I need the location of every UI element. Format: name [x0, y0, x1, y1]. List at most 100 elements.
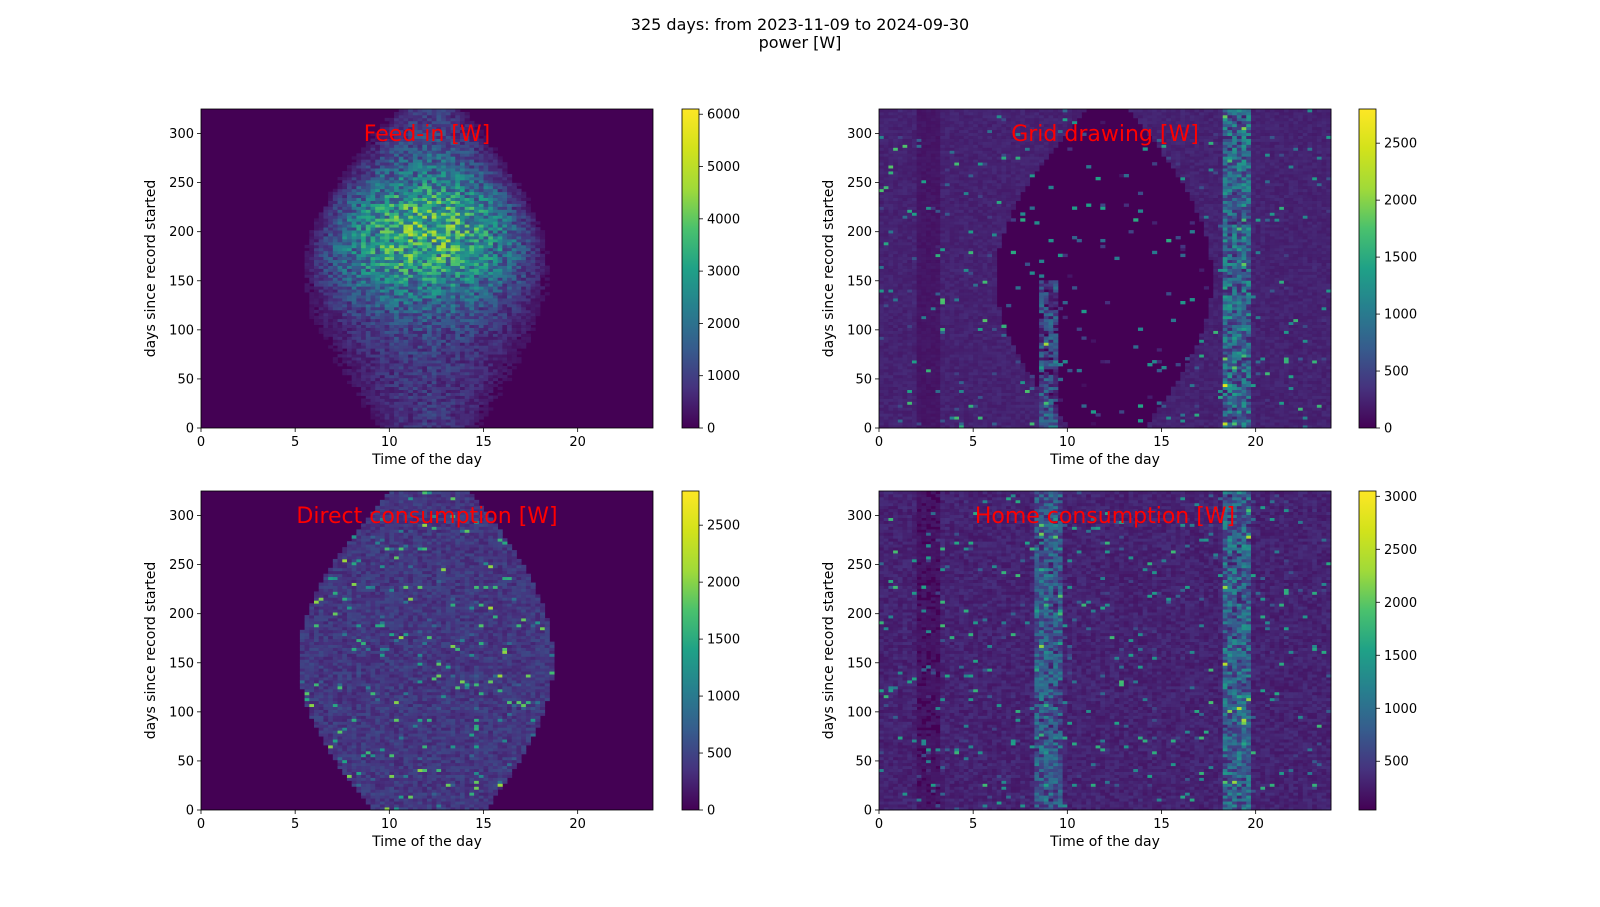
grid-drawing-heatmap-cell: [936, 416, 941, 419]
feed-in-heatmap-cell: [474, 366, 479, 369]
feed-in-heatmap-cell: [516, 183, 521, 186]
feed-in-heatmap-cell: [502, 298, 507, 301]
feed-in-heatmap-cell: [366, 189, 371, 192]
feed-in-heatmap-cell: [352, 198, 357, 201]
feed-in-heatmap-cell: [460, 245, 465, 248]
feed-in-heatmap-cell: [460, 183, 465, 186]
feed-in-heatmap-cell: [418, 260, 423, 263]
grid-drawing-heatmap-cell: [1218, 398, 1223, 401]
feed-in-heatmap-cell: [474, 248, 479, 251]
feed-in-heatmap-cell: [427, 345, 432, 348]
feed-in-heatmap-cell: [361, 345, 366, 348]
feed-in-heatmap-cell: [502, 183, 507, 186]
feed-in-heatmap-cell: [535, 280, 540, 283]
grid-drawing-heatmap-cell: [1256, 404, 1261, 407]
feed-in-heatmap-cell: [465, 283, 470, 286]
feed-in-heatmap-cell: [493, 174, 498, 177]
feed-in-heatmap-cell: [535, 248, 540, 251]
feed-in-heatmap-cell: [403, 221, 408, 224]
feed-in-heatmap-cell: [512, 298, 517, 301]
feed-in-heatmap-cell: [309, 260, 314, 263]
feed-in-heatmap-cell: [451, 342, 456, 345]
feed-in-heatmap-cell: [455, 416, 460, 419]
feed-in-heatmap-cell: [531, 239, 536, 242]
grid-drawing-heatmap-cell: [978, 416, 983, 419]
feed-in-heatmap-cell: [347, 260, 352, 263]
feed-in-heatmap-cell: [394, 171, 399, 174]
feed-in-heatmap-cell: [493, 375, 498, 378]
feed-in-heatmap-cell: [328, 215, 333, 218]
feed-in-heatmap-cell: [432, 375, 437, 378]
feed-in-heatmap-cell: [427, 280, 432, 283]
grid-drawing-heatmap-cell: [1223, 396, 1228, 399]
feed-in-heatmap-cell: [356, 336, 361, 339]
feed-in-heatmap-cell: [460, 393, 465, 396]
grid-drawing-heatmap-cell: [1058, 422, 1063, 425]
feed-in-heatmap-cell: [314, 218, 319, 221]
feed-in-heatmap-cell: [394, 413, 399, 416]
feed-in-heatmap-cell: [465, 336, 470, 339]
feed-in-heatmap-cell: [469, 410, 474, 413]
feed-in-heatmap-cell: [352, 295, 357, 298]
feed-in-heatmap-cell: [403, 419, 408, 422]
feed-in-heatmap-cell: [366, 304, 371, 307]
feed-in-heatmap-cell: [380, 413, 385, 416]
feed-in-heatmap-cell: [399, 342, 404, 345]
feed-in-heatmap-cell: [380, 183, 385, 186]
feed-in-heatmap-cell: [469, 413, 474, 416]
feed-in-heatmap-cell: [474, 404, 479, 407]
feed-in-heatmap-cell: [356, 289, 361, 292]
feed-in-heatmap-cell: [352, 206, 357, 209]
feed-in-heatmap-cell: [484, 201, 489, 204]
feed-in-heatmap-cell: [460, 354, 465, 357]
feed-in-heatmap-cell: [413, 118, 418, 121]
feed-in-heatmap-cell: [484, 333, 489, 336]
feed-in-heatmap-cell: [465, 295, 470, 298]
feed-in-heatmap-cell: [465, 242, 470, 245]
feed-in-heatmap-cell: [432, 322, 437, 325]
feed-in-heatmap-cell: [535, 271, 540, 274]
feed-in-heatmap-cell: [418, 192, 423, 195]
feed-in-heatmap-cell: [347, 189, 352, 192]
feed-in-heatmap-cell: [380, 277, 385, 280]
feed-in-heatmap-cell: [413, 419, 418, 422]
feed-in-heatmap-cell: [418, 162, 423, 165]
feed-in-heatmap-cell: [455, 147, 460, 150]
grid-drawing-heatmap-cell: [1011, 419, 1016, 422]
feed-in-heatmap-cell: [479, 366, 484, 369]
feed-in-heatmap-cell: [507, 212, 512, 215]
feed-in-heatmap-cell: [526, 227, 531, 230]
feed-in-heatmap-cell: [347, 204, 352, 207]
feed-in-heatmap-cell: [455, 331, 460, 334]
feed-in-heatmap-cell: [366, 286, 371, 289]
feed-in-heatmap-cell: [465, 286, 470, 289]
grid-drawing-heatmap-cell: [940, 413, 945, 416]
feed-in-heatmap-cell: [418, 242, 423, 245]
grid-drawing-heatmap-cell: [1176, 407, 1181, 410]
feed-in-heatmap-cell: [455, 328, 460, 331]
feed-in-heatmap-cell: [512, 301, 517, 304]
feed-in-heatmap-cell: [521, 313, 526, 316]
feed-in-heatmap-cell: [526, 215, 531, 218]
feed-in-heatmap-cell: [498, 186, 503, 189]
feed-in-heatmap-cell: [479, 183, 484, 186]
grid-drawing-heatmap-cell: [1307, 419, 1312, 422]
feed-in-heatmap-cell: [465, 189, 470, 192]
feed-in-heatmap-cell: [493, 333, 498, 336]
feed-in-heatmap-cell: [498, 218, 503, 221]
grid-drawing-heatmap-cell: [1180, 404, 1185, 407]
feed-in-heatmap-cell: [380, 410, 385, 413]
feed-in-heatmap-cell: [512, 274, 517, 277]
feed-in-heatmap-cell: [493, 304, 498, 307]
feed-in-heatmap-cell: [432, 192, 437, 195]
feed-in-heatmap-cell: [488, 251, 493, 254]
feed-in-heatmap-cell: [403, 177, 408, 180]
feed-in-heatmap-cell: [436, 251, 441, 254]
feed-in-heatmap-cell: [427, 313, 432, 316]
grid-drawing-heatmap-cell: [1265, 407, 1270, 410]
feed-in-heatmap-cell: [436, 304, 441, 307]
feed-in-heatmap-cell: [521, 215, 526, 218]
feed-in-heatmap-cell: [455, 159, 460, 162]
feed-in-heatmap-cell: [465, 325, 470, 328]
feed-in-heatmap-cell: [436, 168, 441, 171]
